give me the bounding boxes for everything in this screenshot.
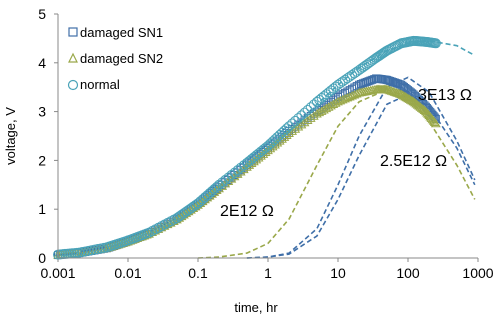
data-point <box>296 119 307 129</box>
data-point <box>226 170 237 181</box>
data-point <box>223 172 234 183</box>
data-point <box>214 179 225 190</box>
legend-label-damaged-sn2: damaged SN2 <box>80 51 163 66</box>
data-point <box>328 99 339 109</box>
data-point <box>150 224 161 235</box>
data-series <box>53 35 441 260</box>
data-point <box>330 98 341 107</box>
data-point <box>144 227 155 238</box>
data-point <box>165 216 176 227</box>
legend-label-damaged-sn1: damaged SN1 <box>80 25 163 40</box>
legend-marker-normal <box>67 79 79 91</box>
data-point <box>284 121 295 132</box>
x-tick-label: 1 <box>264 265 272 281</box>
series-normal <box>53 35 441 260</box>
data-point <box>235 162 246 173</box>
data-point <box>319 104 329 114</box>
model-curve-3 <box>246 93 476 259</box>
data-point <box>323 102 334 111</box>
data-point <box>159 219 170 230</box>
data-point <box>316 106 327 115</box>
data-point <box>217 177 228 188</box>
annotation-3e13: 3E13 Ω <box>418 87 472 104</box>
data-point <box>293 113 304 124</box>
x-axis-title: time, hr <box>234 300 278 315</box>
axis-ticks: 0.001 0.01 0.1 1 10 100 1000 0 1 2 3 4 5 <box>38 6 494 281</box>
x-tick-label: 1000 <box>462 265 493 281</box>
series-damaged-sn2 <box>53 84 441 259</box>
y-tick-label: 2 <box>38 152 46 168</box>
data-point <box>430 38 441 49</box>
data-point <box>293 122 304 131</box>
data-point <box>305 102 316 113</box>
data-point <box>326 100 336 110</box>
legend-label-normal: normal <box>80 77 120 92</box>
data-point <box>229 167 240 178</box>
data-point <box>312 109 322 118</box>
data-point <box>341 88 350 97</box>
y-tick-label: 4 <box>38 55 46 71</box>
data-point <box>302 115 313 125</box>
y-tick-label: 5 <box>38 6 46 22</box>
data-point <box>232 165 243 176</box>
data-point <box>343 87 352 96</box>
data-point <box>296 110 307 121</box>
data-point <box>314 107 325 117</box>
legend: damaged SN1 damaged SN2 normal <box>67 25 163 92</box>
y-tick-label: 0 <box>38 250 46 266</box>
model-curve-2 <box>197 88 476 259</box>
y-tick-label: 1 <box>38 201 46 217</box>
annotation-2-5e12: 2.5E12 Ω <box>380 153 447 170</box>
data-point <box>220 174 231 185</box>
y-axis-title: voltage, V <box>3 107 18 165</box>
x-tick-label: 0.1 <box>188 265 208 281</box>
data-point <box>299 117 310 127</box>
data-point <box>162 217 173 228</box>
legend-marker-damaged-sn2 <box>68 52 78 63</box>
data-point <box>290 115 301 126</box>
x-tick-label: 100 <box>396 265 420 281</box>
y-tick-label: 3 <box>38 104 46 120</box>
data-point <box>338 90 347 99</box>
data-point <box>302 104 313 115</box>
data-point <box>287 118 298 129</box>
data-point <box>321 103 332 113</box>
legend-marker-damaged-sn1 <box>68 27 78 37</box>
data-point <box>305 113 316 122</box>
annotation-2e12: 2E12 Ω <box>220 203 274 220</box>
data-point <box>147 225 158 236</box>
x-tick-label: 0.001 <box>40 265 75 281</box>
data-point <box>217 181 228 190</box>
data-point <box>299 107 310 118</box>
x-tick-label: 0.01 <box>114 265 141 281</box>
data-point <box>156 221 167 232</box>
x-tick-label: 10 <box>330 265 346 281</box>
data-point <box>168 214 179 225</box>
data-point <box>153 222 164 233</box>
data-point <box>430 118 441 128</box>
